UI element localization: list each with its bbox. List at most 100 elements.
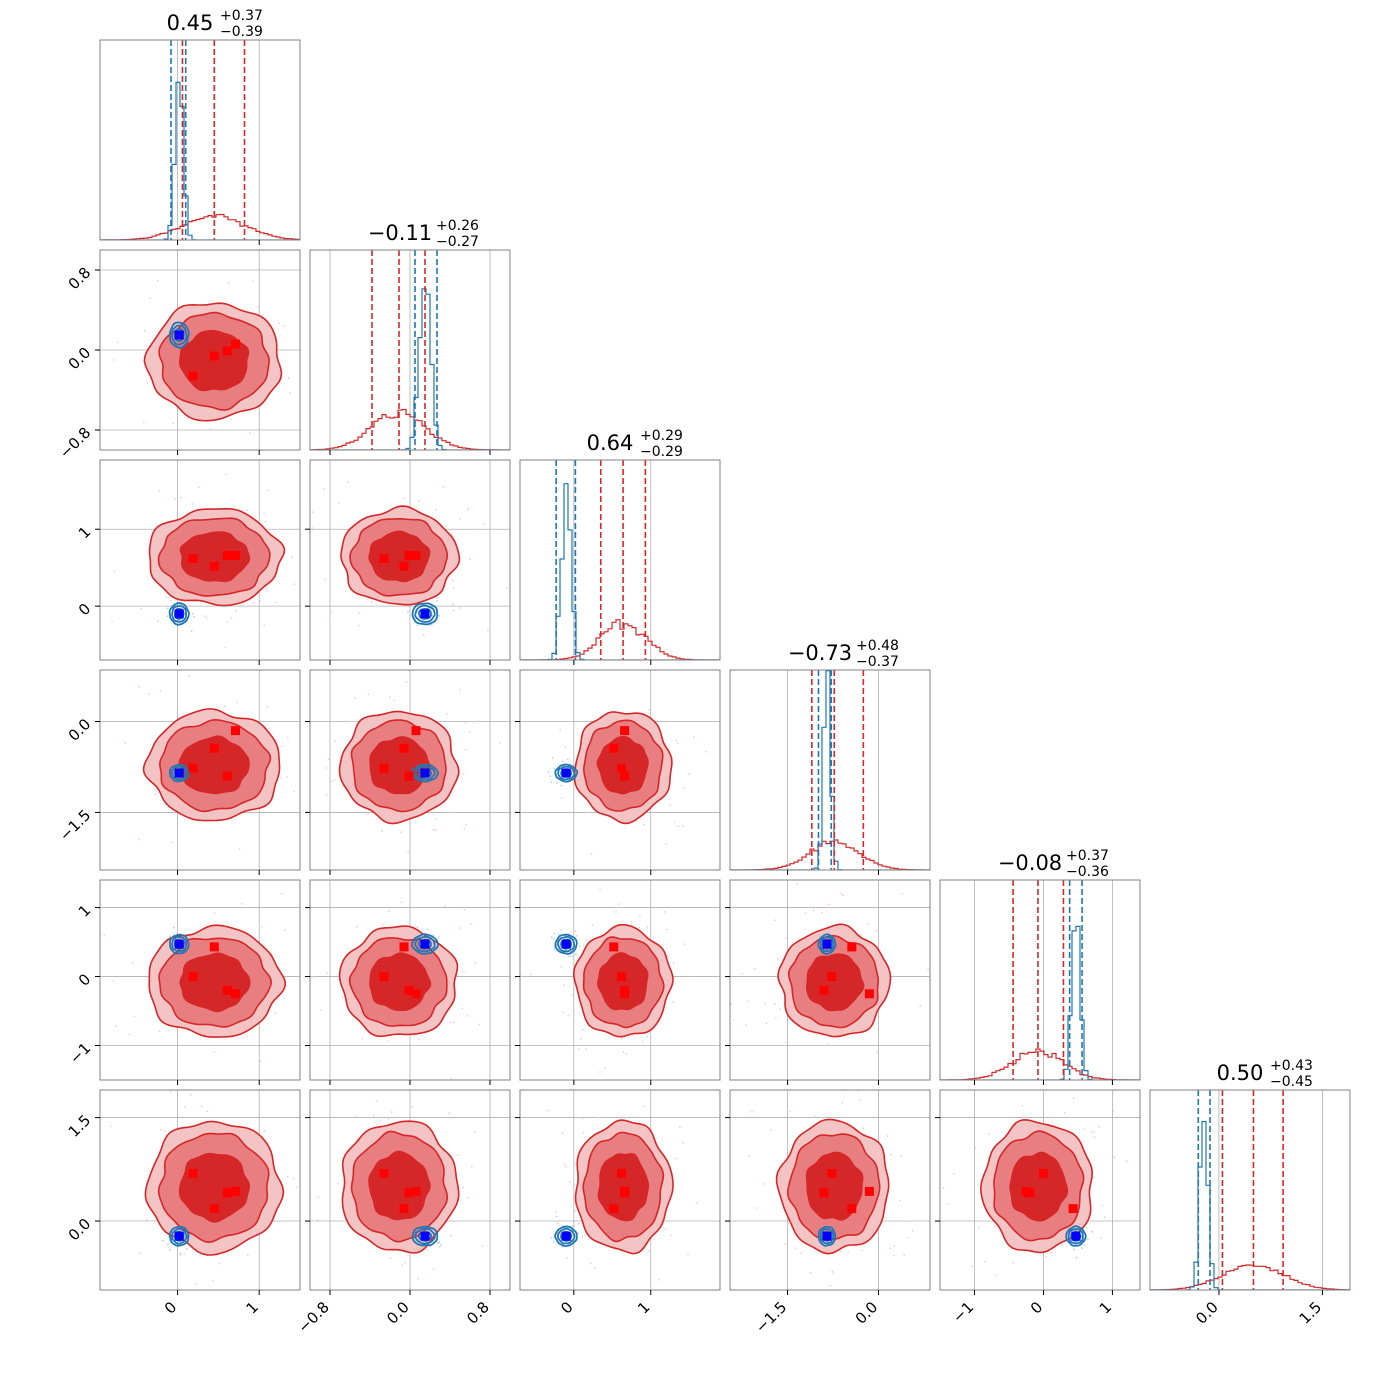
red-sample xyxy=(226,621,228,623)
red-sample xyxy=(122,1060,124,1062)
red-sample xyxy=(459,607,461,609)
red-sample xyxy=(330,610,332,613)
red-sample xyxy=(840,892,842,895)
panel-frame xyxy=(1149,1089,1351,1291)
red-marker xyxy=(819,1188,829,1198)
red-sample xyxy=(103,934,106,937)
blue-sample xyxy=(169,935,171,937)
red-sample xyxy=(1021,1104,1024,1107)
red-sample xyxy=(259,600,261,602)
red-sample xyxy=(367,693,370,696)
blue-sample xyxy=(575,953,577,955)
x-tick-label: −0.8 xyxy=(294,1298,332,1336)
blue-marker xyxy=(420,768,430,778)
red-marker xyxy=(411,726,421,736)
red-marker xyxy=(399,561,409,571)
blue-marker xyxy=(174,939,184,949)
red-sample xyxy=(262,867,264,869)
red-contour-inner xyxy=(805,1151,864,1221)
red-marker xyxy=(847,1204,857,1214)
red-sample xyxy=(213,912,216,915)
red-sample xyxy=(840,1250,842,1253)
y-tick-label: 0.0 xyxy=(65,1215,95,1245)
blue-contour-outer xyxy=(169,321,190,349)
red-sample xyxy=(593,1266,596,1269)
panel-content xyxy=(520,460,720,660)
panel-5-4: −1 0 1 xyxy=(935,1089,1141,1326)
red-sample xyxy=(393,699,395,702)
red-sample xyxy=(451,533,453,535)
blue-contour-middle xyxy=(414,604,436,623)
red-sample xyxy=(332,1185,334,1187)
blue-sample xyxy=(557,933,560,935)
red-marker xyxy=(222,550,232,560)
red-sample xyxy=(389,696,391,698)
red-sample xyxy=(306,975,308,977)
panel-content xyxy=(520,880,720,1080)
blue-histogram xyxy=(100,81,300,240)
red-sample xyxy=(1050,1116,1053,1119)
red-sample xyxy=(682,1142,684,1144)
red-sample xyxy=(575,1219,577,1222)
panel-frame xyxy=(519,879,721,1081)
red-sample xyxy=(1103,1216,1106,1218)
red-sample xyxy=(319,1009,322,1011)
red-sample xyxy=(705,750,707,753)
panel-content xyxy=(100,460,300,660)
blue-contour-middle xyxy=(819,935,835,953)
red-sample xyxy=(287,377,290,379)
red-sample xyxy=(311,723,313,725)
blue-sample xyxy=(552,938,555,940)
red-sample xyxy=(589,1262,592,1265)
red-marker xyxy=(188,371,198,381)
red-sample xyxy=(293,723,295,725)
red-sample xyxy=(131,962,134,964)
blue-sample xyxy=(1087,1238,1089,1240)
red-marker xyxy=(379,763,389,773)
red-marker xyxy=(620,1186,630,1196)
red-sample xyxy=(562,1011,565,1014)
blue-sample xyxy=(173,926,175,929)
blue-sample xyxy=(561,760,564,763)
blue-sample xyxy=(549,775,551,777)
red-sample xyxy=(316,1081,318,1083)
red-sample xyxy=(555,1211,557,1213)
panel-frame xyxy=(99,459,301,661)
red-sample xyxy=(347,481,349,483)
red-sample xyxy=(974,1146,977,1149)
red-sample xyxy=(450,1021,452,1023)
red-sample xyxy=(893,1245,895,1247)
red-sample xyxy=(983,1260,986,1263)
panel-4-1 xyxy=(305,879,511,1085)
red-sample xyxy=(1012,1261,1014,1264)
red-sample xyxy=(463,971,465,973)
blue-sample xyxy=(162,1239,164,1242)
y-tick-label: 1 xyxy=(75,523,94,542)
panel-content xyxy=(100,670,313,870)
red-sample xyxy=(747,1000,750,1002)
panel-3-2 xyxy=(515,669,721,875)
red-sample xyxy=(1093,1176,1095,1179)
red-marker xyxy=(827,972,837,982)
red-sample xyxy=(506,587,508,590)
red-sample xyxy=(785,937,787,939)
red-sample xyxy=(326,972,328,975)
x-tick-label: 1 xyxy=(634,1298,653,1317)
red-sample xyxy=(580,1038,582,1040)
red-sample xyxy=(198,486,200,488)
red-sample xyxy=(329,621,331,624)
blue-sample xyxy=(555,1215,558,1218)
red-sample xyxy=(1093,1136,1096,1138)
red-sample xyxy=(171,841,174,843)
red-sample xyxy=(183,1106,186,1108)
red-sample xyxy=(635,820,637,823)
panel-2-1 xyxy=(305,459,511,665)
red-sample xyxy=(731,1181,733,1183)
red-sample xyxy=(224,920,227,923)
red-sample xyxy=(762,1183,765,1185)
panel-5-1: −0.8 0.0 0.8 xyxy=(294,1089,511,1337)
red-sample xyxy=(794,1247,797,1249)
blue-sample xyxy=(561,1225,564,1227)
red-sample xyxy=(386,1040,389,1042)
y-tick-label: −0.8 xyxy=(56,424,94,462)
